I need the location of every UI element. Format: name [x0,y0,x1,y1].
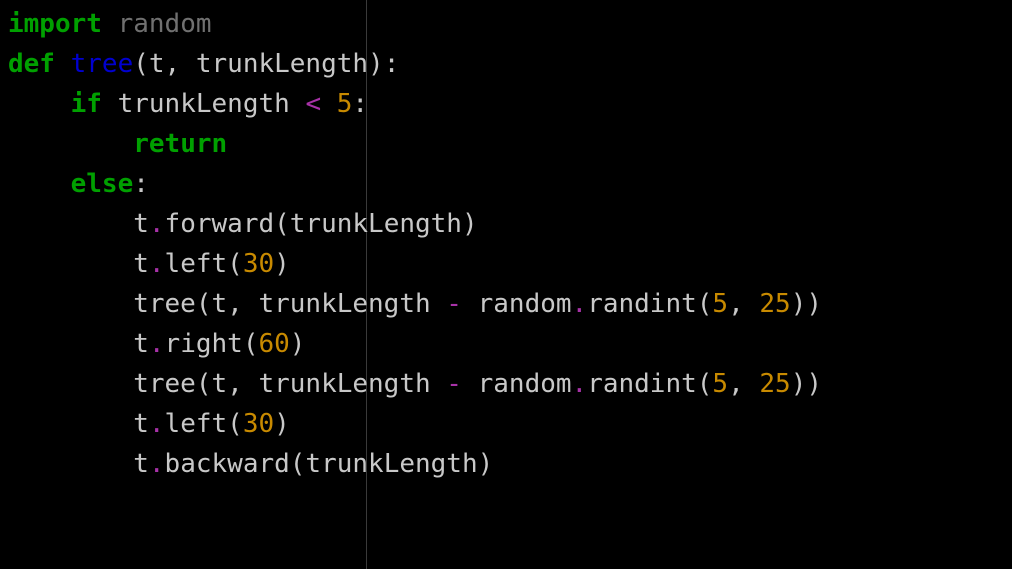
code-token: < [305,89,321,119]
code-token: t [8,409,149,439]
code-token: )) [791,289,822,319]
code-token: left( [165,249,243,279]
code-token [55,49,71,79]
code-token: backward(trunkLength) [165,449,494,479]
code-token: 25 [759,369,790,399]
code-token: random [118,9,212,39]
code-token: - [446,289,462,319]
code-line[interactable]: t.left(30) [8,409,290,439]
code-token [8,89,71,119]
code-token [8,169,71,199]
code-token: 25 [759,289,790,319]
code-line[interactable]: else: [8,169,149,199]
code-token: tree [71,49,134,79]
code-token [8,129,133,159]
code-token: - [446,369,462,399]
code-token: ) [290,329,306,359]
code-line[interactable]: t.backward(trunkLength) [8,449,493,479]
code-token: . [149,209,165,239]
code-token: t [8,449,149,479]
code-token: if [71,89,102,119]
code-token: : [352,89,368,119]
code-line[interactable]: tree(t, trunkLength - random.randint(5, … [8,289,822,319]
code-token: tree(t, trunkLength [8,369,446,399]
code-token: , [728,289,759,319]
code-token: else [71,169,134,199]
code-line[interactable]: if trunkLength < 5: [8,89,368,119]
code-token: . [149,409,165,439]
code-line[interactable]: return [8,129,227,159]
code-token: ) [274,409,290,439]
code-token: t [8,209,149,239]
code-token: . [572,289,588,319]
code-token: randint( [587,289,712,319]
code-token: (t, trunkLength): [133,49,399,79]
code-token [102,9,118,39]
code-token: t [8,249,149,279]
code-token: tree(t, trunkLength [8,289,446,319]
code-token: import [8,9,102,39]
code-token: 30 [243,409,274,439]
code-token [321,89,337,119]
code-token: . [149,249,165,279]
code-token: right( [165,329,259,359]
code-token: trunkLength [102,89,306,119]
code-token: )) [791,369,822,399]
code-token: 5 [337,89,353,119]
code-line[interactable]: t.forward(trunkLength) [8,209,478,239]
code-token: left( [165,409,243,439]
code-token: 5 [712,289,728,319]
code-editor-content[interactable]: import random def tree(t, trunkLength): … [0,0,1012,488]
code-line[interactable]: t.left(30) [8,249,290,279]
code-token: t [8,329,149,359]
code-token: return [133,129,227,159]
code-line[interactable]: def tree(t, trunkLength): [8,49,399,79]
code-token: def [8,49,55,79]
code-token: random [462,369,572,399]
code-token: ) [274,249,290,279]
code-token: random [462,289,572,319]
code-token: randint( [587,369,712,399]
code-token: 30 [243,249,274,279]
code-line[interactable]: t.right(60) [8,329,305,359]
code-token: . [572,369,588,399]
code-line[interactable]: import random [8,9,212,39]
code-line[interactable]: tree(t, trunkLength - random.randint(5, … [8,369,822,399]
code-token: : [133,169,149,199]
code-token: . [149,329,165,359]
code-token: 60 [258,329,289,359]
code-token: , [728,369,759,399]
code-token: 5 [712,369,728,399]
code-token: forward(trunkLength) [165,209,478,239]
code-token: . [149,449,165,479]
